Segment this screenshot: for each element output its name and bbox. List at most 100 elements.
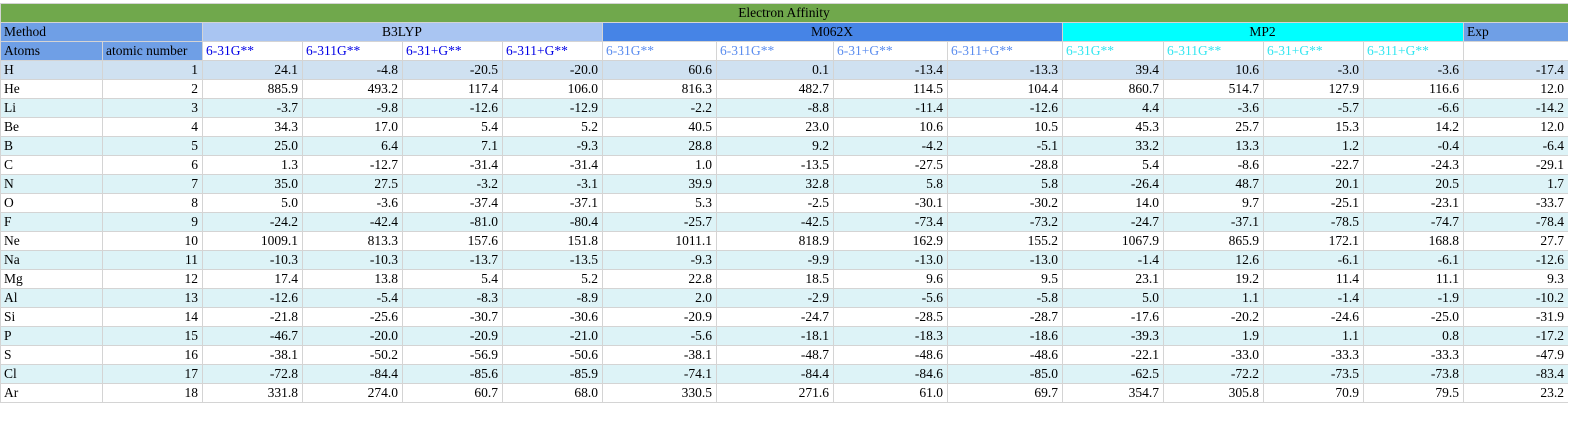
value-cell[interactable]: -1.9 [1363, 288, 1464, 308]
value-cell[interactable]: 5.2 [502, 117, 603, 137]
value-cell[interactable]: 11.4 [1263, 269, 1364, 289]
value-cell[interactable]: 1.1 [1163, 288, 1264, 308]
value-cell[interactable]: 1067.9 [1062, 231, 1164, 251]
value-cell[interactable]: -10.2 [1463, 288, 1569, 308]
value-cell[interactable]: 45.3 [1062, 117, 1164, 137]
atomic-number-cell[interactable]: 14 [102, 307, 203, 327]
atom-cell[interactable]: O [0, 193, 103, 213]
value-cell[interactable]: 155.2 [947, 231, 1063, 251]
value-cell[interactable]: -5.6 [833, 288, 948, 308]
atom-cell[interactable]: Ne [0, 231, 103, 251]
value-cell[interactable]: 39.9 [602, 174, 717, 194]
value-cell[interactable]: 1.0 [602, 155, 717, 175]
value-cell[interactable]: 1.1 [1263, 326, 1364, 346]
atomic-number-cell[interactable]: 8 [102, 193, 203, 213]
value-cell[interactable]: -3.6 [1163, 98, 1264, 118]
value-cell[interactable]: -46.7 [202, 326, 303, 346]
value-cell[interactable]: -10.3 [202, 250, 303, 270]
value-cell[interactable]: 482.7 [716, 79, 834, 99]
value-cell[interactable]: 2.0 [602, 288, 717, 308]
value-cell[interactable]: 79.5 [1363, 383, 1464, 403]
value-cell[interactable]: -12.6 [402, 98, 503, 118]
value-cell[interactable]: 5.4 [402, 117, 503, 137]
value-cell[interactable]: 1.9 [1163, 326, 1264, 346]
value-cell[interactable]: -78.4 [1463, 212, 1569, 232]
table-title[interactable]: Electron Affinity [0, 3, 1569, 23]
value-cell[interactable]: 10.5 [947, 117, 1063, 137]
value-cell[interactable]: -9.9 [716, 250, 834, 270]
value-cell[interactable]: -17.2 [1463, 326, 1569, 346]
value-cell[interactable]: -13.0 [833, 250, 948, 270]
value-cell[interactable]: 5.8 [833, 174, 948, 194]
value-cell[interactable]: 5.0 [1062, 288, 1164, 308]
value-cell[interactable]: -3.6 [1363, 60, 1464, 80]
value-cell[interactable]: 330.5 [602, 383, 717, 403]
value-cell[interactable]: 20.5 [1363, 174, 1464, 194]
value-cell[interactable]: -13.5 [502, 250, 603, 270]
atom-cell[interactable]: Cl [0, 364, 103, 384]
atom-cell[interactable]: P [0, 326, 103, 346]
value-cell[interactable]: -20.9 [602, 307, 717, 327]
value-cell[interactable]: -37.1 [502, 193, 603, 213]
value-cell[interactable]: -0.4 [1363, 136, 1464, 156]
value-cell[interactable]: -33.3 [1363, 345, 1464, 365]
value-cell[interactable]: 354.7 [1062, 383, 1164, 403]
value-cell[interactable]: 12.6 [1163, 250, 1264, 270]
value-cell[interactable]: -85.6 [402, 364, 503, 384]
atomic-number-cell[interactable]: 4 [102, 117, 203, 137]
value-cell[interactable]: -23.1 [1363, 193, 1464, 213]
value-cell[interactable]: 5.3 [602, 193, 717, 213]
value-cell[interactable]: -73.5 [1263, 364, 1364, 384]
atom-cell[interactable]: F [0, 212, 103, 232]
value-cell[interactable]: -3.0 [1263, 60, 1364, 80]
value-cell[interactable]: -8.3 [402, 288, 503, 308]
value-cell[interactable]: 114.5 [833, 79, 948, 99]
atomic-number-cell[interactable]: 12 [102, 269, 203, 289]
value-cell[interactable]: -85.0 [947, 364, 1063, 384]
value-cell[interactable]: 271.6 [716, 383, 834, 403]
value-cell[interactable]: -13.0 [947, 250, 1063, 270]
atomic-number-cell[interactable]: 16 [102, 345, 203, 365]
atomic-number-label[interactable]: atomic number [102, 41, 203, 61]
value-cell[interactable]: -28.7 [947, 307, 1063, 327]
value-cell[interactable]: -84.6 [833, 364, 948, 384]
value-cell[interactable]: -24.3 [1363, 155, 1464, 175]
value-cell[interactable]: 39.4 [1062, 60, 1164, 80]
value-cell[interactable]: 11.1 [1363, 269, 1464, 289]
value-cell[interactable]: 13.8 [302, 269, 403, 289]
value-cell[interactable]: 9.3 [1463, 269, 1569, 289]
value-cell[interactable]: -13.3 [947, 60, 1063, 80]
atomic-number-cell[interactable]: 2 [102, 79, 203, 99]
value-cell[interactable]: 151.8 [502, 231, 603, 251]
value-cell[interactable]: -33.7 [1463, 193, 1569, 213]
value-cell[interactable]: -39.3 [1062, 326, 1164, 346]
value-cell[interactable]: 23.1 [1062, 269, 1164, 289]
value-cell[interactable]: -12.7 [302, 155, 403, 175]
basis-m062x-6311g[interactable]: 6-311G** [716, 41, 834, 61]
basis-b3lyp-6311g[interactable]: 6-311G** [302, 41, 403, 61]
value-cell[interactable]: 23.0 [716, 117, 834, 137]
value-cell[interactable]: 162.9 [833, 231, 948, 251]
value-cell[interactable]: -38.1 [202, 345, 303, 365]
value-cell[interactable]: 5.4 [402, 269, 503, 289]
value-cell[interactable]: -28.5 [833, 307, 948, 327]
value-cell[interactable]: -9.3 [602, 250, 717, 270]
basis-m062x-6311pg[interactable]: 6-311+G** [947, 41, 1063, 61]
atomic-number-cell[interactable]: 6 [102, 155, 203, 175]
value-cell[interactable]: 14.2 [1363, 117, 1464, 137]
value-cell[interactable]: 68.0 [502, 383, 603, 403]
value-cell[interactable]: 9.6 [833, 269, 948, 289]
value-cell[interactable]: -5.4 [302, 288, 403, 308]
value-cell[interactable]: -18.1 [716, 326, 834, 346]
value-cell[interactable]: -5.1 [947, 136, 1063, 156]
value-cell[interactable]: 117.4 [402, 79, 503, 99]
basis-m062x-631pg[interactable]: 6-31+G** [833, 41, 948, 61]
value-cell[interactable]: -8.6 [1163, 155, 1264, 175]
basis-b3lyp-631g[interactable]: 6-31G** [202, 41, 303, 61]
value-cell[interactable]: -81.0 [402, 212, 503, 232]
value-cell[interactable]: 1.2 [1263, 136, 1364, 156]
value-cell[interactable]: -3.2 [402, 174, 503, 194]
value-cell[interactable]: -1.4 [1062, 250, 1164, 270]
value-cell[interactable]: -6.6 [1363, 98, 1464, 118]
value-cell[interactable]: -42.4 [302, 212, 403, 232]
